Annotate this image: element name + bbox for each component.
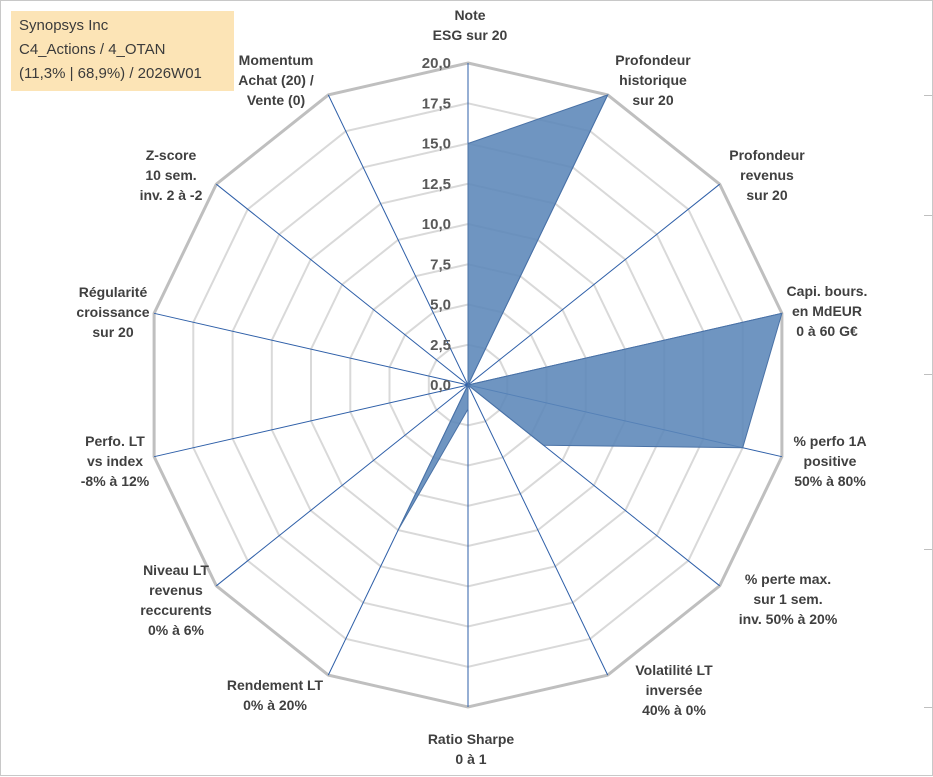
axis-label-line: inversée <box>646 682 703 698</box>
tick-label: 17,5 <box>422 95 451 112</box>
company-name: Synopsys Inc <box>19 17 109 34</box>
axis-label: Profondeur historique sur 20 <box>615 52 691 108</box>
axis-label-line: % perte max. <box>745 571 831 587</box>
axis-label: Perfo. LT vs index -8% à 12% <box>81 433 150 489</box>
axis-label: Capi. bours. en MdEUR 0 à 60 G€ <box>787 283 868 339</box>
tick-label: 15,0 <box>422 136 451 153</box>
axis-label-line: 0% à 6% <box>148 622 205 638</box>
axis-label-line: en MdEUR <box>792 303 862 319</box>
series-area <box>397 94 783 531</box>
axis-label-line: 50% à 80% <box>794 473 866 489</box>
axis-label-line: Perfo. LT <box>85 433 145 449</box>
tick-label: 7,5 <box>430 256 451 273</box>
axis-label-line: sur 20 <box>746 187 787 203</box>
axis-spoke <box>467 384 609 676</box>
radar-tick-labels: 0,0 2,5 5,0 7,5 10,0 12,5 15,0 17,5 20,0 <box>422 55 451 394</box>
portfolio-stats: (11,3% | 68,9%) / 2026W01 <box>19 65 202 82</box>
axis-label: Niveau LT revenus reccurents 0% à 6% <box>140 562 212 638</box>
radar-axis-labels: Note ESG sur 20 Profondeur historique sur 20… <box>76 7 867 767</box>
axis-label: Rendement LT 0% à 20% <box>227 677 324 713</box>
axis-spoke <box>327 94 469 386</box>
edge-tick <box>924 95 932 96</box>
axis-label: Profondeur revenus sur 20 <box>729 147 805 203</box>
axis-label-line: Note <box>454 7 485 23</box>
axis-spoke <box>215 384 469 587</box>
axis-label-line: Capi. bours. <box>787 283 868 299</box>
edge-tick <box>924 215 932 216</box>
axis-spoke <box>153 312 469 386</box>
axis-label-line: 40% à 0% <box>642 702 706 718</box>
axis-label-line: sur 20 <box>92 324 133 340</box>
axis-label-line: inv. 50% à 20% <box>739 611 838 627</box>
axis-label-line: 0 à 60 G€ <box>796 323 858 339</box>
tick-label: 10,0 <box>422 216 451 233</box>
axis-label-line: Momentum <box>239 52 314 68</box>
axis-label-line: Régularité <box>79 284 148 300</box>
axis-label-line: 0% à 20% <box>243 697 307 713</box>
axis-label-line: revenus <box>740 167 794 183</box>
tick-label: 20,0 <box>422 55 451 72</box>
axis-label-line: sur 1 sem. <box>753 591 822 607</box>
edge-tick <box>924 549 932 550</box>
tick-label: 12,5 <box>422 176 451 193</box>
axis-label-line: Volatilité LT <box>635 662 713 678</box>
axis-label-line: Niveau LT <box>143 562 209 578</box>
axis-label: Z-score 10 sem. inv. 2 à -2 <box>140 147 203 203</box>
axis-spoke <box>215 183 469 386</box>
axis-spoke <box>153 384 469 458</box>
edge-tick <box>924 374 932 375</box>
axis-label-line: % perfo 1A <box>793 433 866 449</box>
axis-label-line: Profondeur <box>615 52 691 68</box>
tick-label: 2,5 <box>430 337 451 354</box>
axis-label: Régularité croissance sur 20 <box>76 284 149 340</box>
axis-label-line: sur 20 <box>632 92 673 108</box>
axis-label: Ratio Sharpe 0 à 1 <box>428 731 515 767</box>
axis-label: Momentum Achat (20) / Vente (0) <box>238 52 314 108</box>
axis-label-line: Vente (0) <box>247 92 305 108</box>
tick-label: 5,0 <box>430 297 451 314</box>
axis-label: Note ESG sur 20 <box>433 7 508 43</box>
axis-label-line: -8% à 12% <box>81 473 150 489</box>
axis-label-line: 10 sem. <box>145 167 196 183</box>
axis-label-line: reccurents <box>140 602 212 618</box>
axis-label-line: ESG sur 20 <box>433 27 508 43</box>
axis-label-line: positive <box>804 453 857 469</box>
axis-label: Volatilité LT inversée 40% à 0% <box>635 662 713 718</box>
axis-label-line: Rendement LT <box>227 677 324 693</box>
axis-label-line: vs index <box>87 453 143 469</box>
axis-label-line: croissance <box>76 304 149 320</box>
axis-label-line: 0 à 1 <box>455 751 486 767</box>
axis-label-line: revenus <box>149 582 203 598</box>
portfolio-name: C4_Actions / 4_OTAN <box>19 41 166 58</box>
axis-label-line: inv. 2 à -2 <box>140 187 203 203</box>
axis-label-line: historique <box>619 72 687 88</box>
axis-label-line: Ratio Sharpe <box>428 731 515 747</box>
axis-label-line: Profondeur <box>729 147 805 163</box>
axis-label-line: Z-score <box>146 147 197 163</box>
axis-label: % perfo 1A positive 50% à 80% <box>793 433 866 489</box>
info-box: Synopsys Inc C4_Actions / 4_OTAN (11,3% … <box>11 11 234 91</box>
radar-series <box>397 94 783 531</box>
tick-label: 0,0 <box>430 377 451 394</box>
edge-tick <box>924 707 932 708</box>
axis-label: % perte max. sur 1 sem. inv. 50% à 20% <box>739 571 838 627</box>
axis-label-line: Achat (20) / <box>238 72 314 88</box>
axis-spoke <box>467 183 721 386</box>
